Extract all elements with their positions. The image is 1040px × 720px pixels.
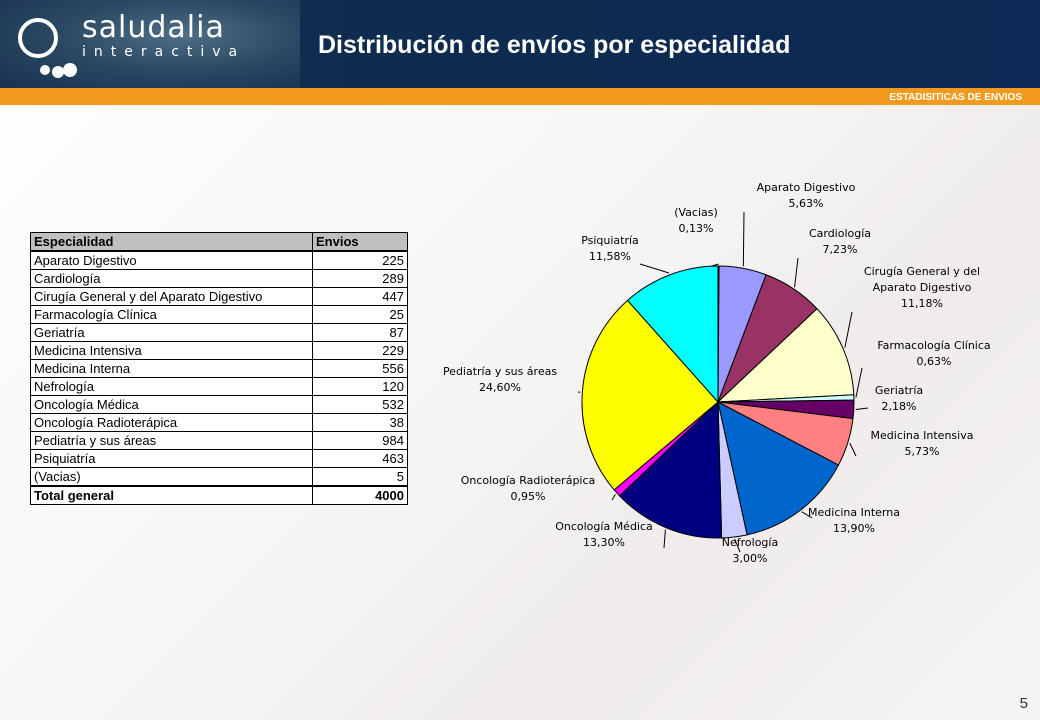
slice-label: Geriatría 2,18% (875, 384, 923, 413)
cell-name: Geriatría (30, 323, 313, 342)
table-row: Psiquiatría 463 (30, 449, 408, 468)
cell-value: 447 (312, 287, 408, 306)
leader-line (611, 493, 616, 501)
table-row: Medicina Intensiva 229 (30, 341, 408, 360)
section-label: ESTADISITICAS DE ENVIOS (889, 92, 1022, 103)
cell-name: Pediatría y sus áreas (30, 431, 313, 450)
table-row: Pediatría y sus áreas 984 (30, 431, 408, 450)
slice-label: Medicina Interna 13,90% (808, 506, 900, 535)
slice-label: Nefrología 3,00% (722, 536, 778, 565)
cell-value: 5 (312, 467, 408, 487)
page-title: Distribución de envíos por especialidad (318, 31, 791, 59)
slice-label: Oncología Radioterápica 0,95% (461, 474, 596, 503)
slice-label: (Vacias) 0,13% (674, 206, 718, 235)
slice-label: Medicina Intensiva 5,73% (871, 429, 974, 458)
leader-line (663, 529, 666, 549)
section-bar (0, 88, 1040, 105)
leader-line (849, 442, 857, 457)
leader-line (734, 538, 741, 553)
leader-line (639, 263, 670, 274)
logo-mark-icon (18, 18, 77, 78)
column-header-especialidad: Especialidad (30, 232, 313, 252)
slice-label: Farmacología Clínica 0,63% (877, 339, 990, 368)
cell-value: 556 (312, 359, 408, 378)
leader-line (844, 311, 853, 348)
cell-value: 463 (312, 449, 408, 468)
leader-line (801, 511, 813, 519)
table-row: Geriatría 87 (30, 323, 408, 342)
slice-label: Cardiología 7,23% (809, 227, 871, 256)
table-row: Farmacología Clínica 25 (30, 305, 408, 324)
slice-label: Pediatría y sus áreas 24,60% (443, 365, 557, 394)
leader-line (794, 257, 799, 288)
table-row: (Vacias) 5 (30, 467, 408, 487)
column-header-envios: Envios (312, 232, 408, 252)
data-table: Especialidad Envios Aparato Digestivo 225… (30, 232, 408, 505)
leader-line (855, 407, 869, 410)
total-value: 4000 (312, 485, 408, 505)
page-number: 5 (1019, 695, 1028, 712)
table-row: Cirugía General y del Aparato Digestivo 4… (30, 287, 408, 306)
leader-line (855, 367, 863, 398)
slice-label: Psiquiatría 11,58% (581, 234, 639, 263)
logo-sub-text: interactiva (82, 44, 246, 60)
cell-name: Cirugía General y del Aparato Digestivo (30, 287, 313, 306)
slice-label: Cirugía General y del Aparato Digestivo 11… (864, 265, 980, 310)
total-label: Total general (30, 485, 313, 505)
table-header-row: Especialidad Envios (30, 232, 408, 252)
table-row: Oncología Radioterápica 38 (30, 413, 408, 432)
header-banner: saludalia interactiva Distribución de en… (0, 0, 1040, 88)
cell-name: Oncología Radioterápica (30, 413, 313, 432)
pie-slice (581, 299, 719, 491)
cell-name: Psiquiatría (30, 449, 313, 468)
pie-slice (618, 400, 723, 539)
pie-slice (717, 401, 840, 536)
table-total-row: Total general 4000 (30, 485, 408, 505)
logo-main-text: saludalia (82, 10, 225, 45)
cell-value: 289 (312, 269, 408, 288)
slice-label: Aparato Digestivo 5,63% (757, 181, 856, 210)
slice-label: Oncología Médica 13,30% (555, 520, 653, 549)
cell-name: Medicina Intensiva (30, 341, 313, 360)
pie-slice (626, 265, 719, 404)
logo: saludalia interactiva (0, 0, 300, 88)
leader-line (742, 211, 745, 267)
pie-slice (716, 308, 855, 403)
